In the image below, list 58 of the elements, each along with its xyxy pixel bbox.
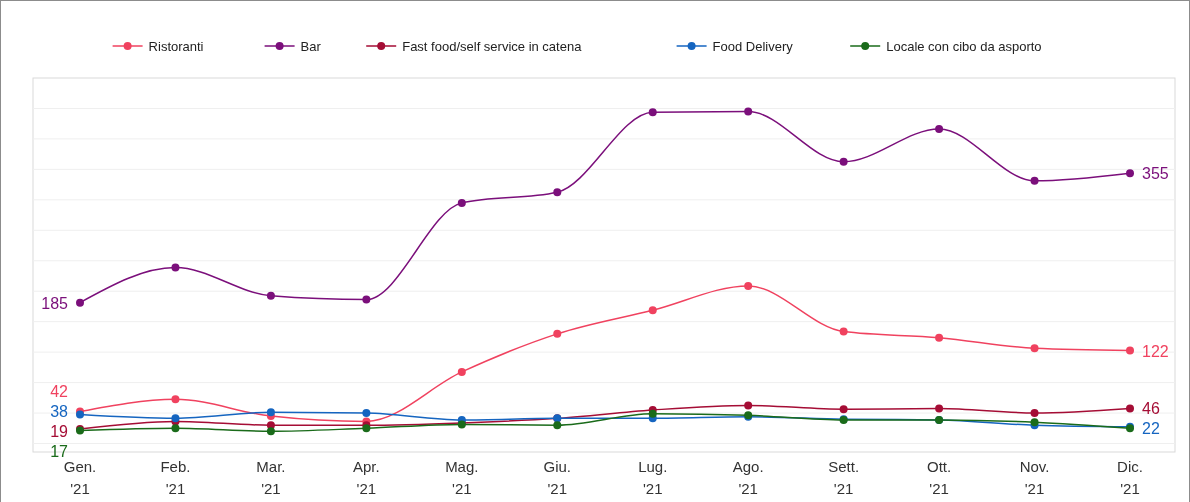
x-tick-label: Gen. '21 (63, 458, 97, 497)
point (1030, 176, 1039, 185)
x-tick-label: Sett. '21 (828, 458, 860, 497)
data-label: 17 (50, 443, 69, 461)
point (648, 306, 657, 315)
x-tick-label: Mar. '21 (256, 458, 286, 497)
point (362, 295, 371, 304)
point (553, 329, 562, 338)
x-tick-label: Dic. '21 (1117, 458, 1143, 497)
point (266, 427, 275, 436)
point (1030, 409, 1039, 418)
legend-label: Bar (300, 39, 322, 54)
point (839, 405, 848, 414)
point (1126, 169, 1134, 178)
x-tick-label: Feb. '21 (160, 458, 191, 497)
data-label: 19 (50, 423, 69, 441)
point (935, 404, 944, 413)
legend-label: Fast food/self service in catena (402, 39, 583, 54)
point (744, 401, 753, 410)
x-tick-label: Nov. '21 (1019, 458, 1050, 497)
data-label: 22 (1142, 419, 1160, 437)
point (648, 108, 657, 117)
legend-label: Ristoranti (148, 39, 204, 54)
data-label: 122 (1142, 342, 1169, 360)
data-label: 185 (41, 294, 69, 312)
point (1126, 404, 1134, 413)
point (553, 421, 562, 430)
x-tick-label: Mag. '21 (445, 458, 479, 497)
x-tick-label: Giu. '21 (543, 458, 572, 497)
point (935, 125, 944, 134)
point (1030, 344, 1039, 353)
point (839, 157, 848, 166)
point (648, 409, 657, 418)
point (457, 367, 466, 376)
legend-label: Food Delivery (712, 39, 794, 54)
data-label: 38 (50, 403, 69, 421)
x-tick-label: Lug. '21 (638, 458, 668, 497)
point (362, 409, 371, 418)
data-label: 355 (1142, 165, 1169, 183)
point (457, 198, 466, 207)
point (839, 327, 848, 336)
point (1126, 346, 1134, 355)
x-tick-label: Ott. '21 (927, 458, 952, 497)
point (266, 408, 275, 417)
point (171, 263, 180, 272)
point (76, 298, 84, 307)
point (266, 291, 275, 300)
data-label: 46 (1142, 399, 1160, 417)
point (553, 188, 562, 197)
x-tick-label: Ago. '21 (732, 458, 764, 497)
x-tick-label: Apr. '21 (353, 458, 380, 497)
point (744, 107, 753, 116)
data-label: 42 (50, 383, 69, 401)
point (171, 424, 180, 433)
point (744, 281, 753, 290)
legend-label: Locale con cibo da asporto (886, 39, 1042, 54)
point (935, 333, 944, 342)
point (171, 395, 180, 404)
